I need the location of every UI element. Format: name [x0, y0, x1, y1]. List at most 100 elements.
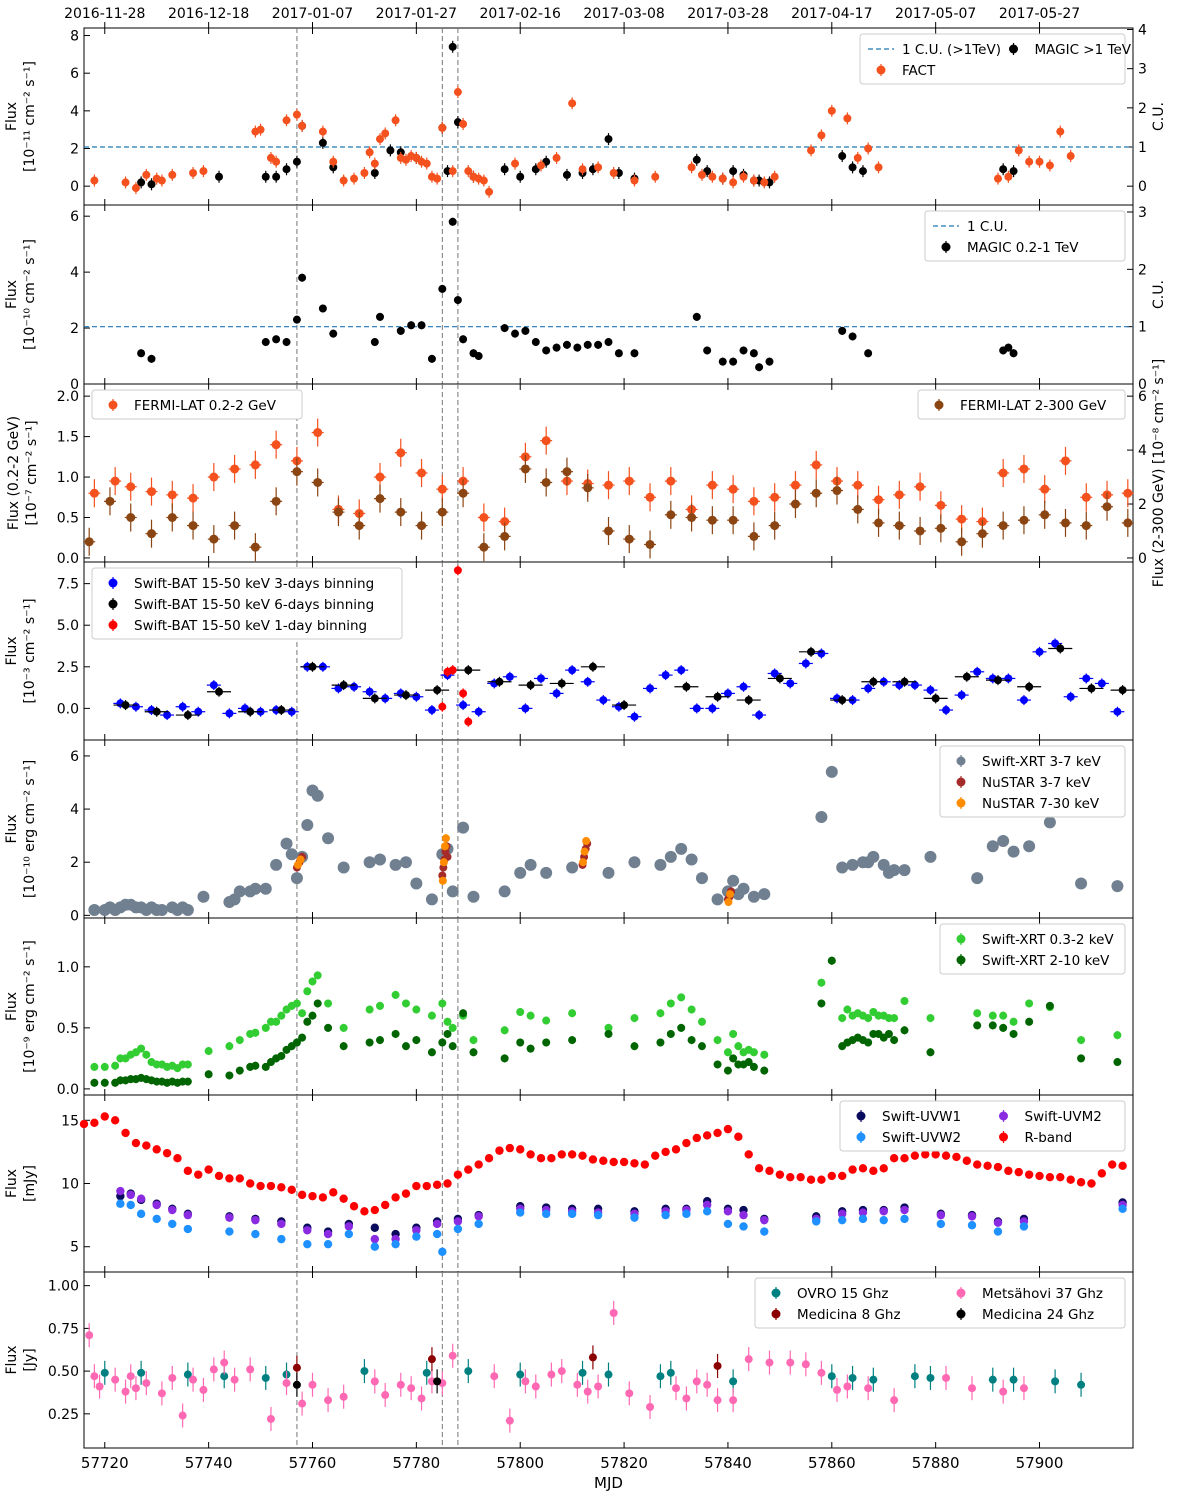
data-point: [376, 135, 385, 144]
data-point: [339, 681, 348, 690]
data-point: [661, 1210, 670, 1220]
data-point: [702, 1207, 712, 1216]
data-point: [88, 904, 101, 917]
data-point: [313, 477, 323, 487]
data-point: [749, 349, 758, 358]
data-point: [256, 125, 265, 134]
data-point: [246, 707, 255, 716]
data-point: [838, 326, 847, 335]
data-point: [432, 1229, 442, 1239]
data-point: [147, 354, 156, 363]
data-point: [131, 1384, 140, 1393]
data-point: [737, 882, 750, 895]
y-tick-label: 1.0: [57, 960, 79, 976]
data-point: [838, 152, 847, 161]
data-point: [869, 1166, 878, 1176]
data-point: [142, 1141, 151, 1150]
y-tick-label: 0.25: [48, 1407, 79, 1423]
data-point: [410, 877, 423, 890]
data-point: [100, 1078, 109, 1087]
data-point: [692, 155, 701, 164]
data-point: [500, 531, 510, 541]
data-point: [973, 1009, 982, 1018]
data-point: [869, 677, 878, 686]
data-point: [630, 1213, 639, 1222]
data-point: [370, 1377, 379, 1386]
data-point: [292, 110, 301, 119]
data-point: [541, 436, 551, 446]
data-point: [467, 890, 480, 903]
data-point: [838, 696, 847, 705]
data-point: [864, 684, 873, 693]
right-y-tick-label: 0: [1138, 377, 1147, 393]
data-point: [95, 1382, 104, 1391]
data-point: [599, 696, 608, 705]
data-point: [815, 811, 828, 824]
data-point: [656, 1372, 665, 1381]
data-point: [765, 1358, 774, 1367]
legend-swatch: [856, 1132, 866, 1142]
data-point: [999, 165, 1008, 174]
y-tick-label: 0.0: [57, 701, 79, 717]
data-point: [90, 1372, 99, 1381]
data-point: [204, 1047, 213, 1056]
data-point: [136, 1194, 146, 1203]
data-point: [609, 168, 618, 177]
data-point: [1076, 1178, 1086, 1187]
data-point: [453, 88, 462, 97]
data-point: [760, 1066, 769, 1075]
data-point: [199, 167, 208, 176]
data-point: [401, 1189, 411, 1198]
data-point: [168, 1205, 177, 1215]
x-tick-label: 57800: [496, 1454, 544, 1472]
data-point: [723, 1048, 732, 1057]
data-point: [973, 1021, 982, 1030]
legend-swatch: [108, 620, 118, 630]
legend-box: [91, 567, 403, 640]
x-tick-label: 57860: [808, 1454, 856, 1472]
data-point: [427, 354, 436, 363]
data-point: [266, 1181, 276, 1191]
data-point: [245, 1179, 255, 1188]
y-axis-label: Flux [mJy]: [4, 1165, 38, 1202]
data-point: [412, 692, 421, 701]
data-point: [90, 1118, 99, 1128]
data-point: [848, 1373, 857, 1382]
data-point: [728, 484, 738, 494]
data-point: [993, 1162, 1003, 1172]
data-point: [739, 682, 748, 691]
data-point: [1024, 1170, 1034, 1179]
data-point: [541, 1209, 551, 1219]
data-point: [645, 492, 655, 502]
x-tick-label: 57840: [704, 1454, 752, 1472]
legend-label: Swift-BAT 15-50 keV 1-day binning: [134, 618, 367, 634]
data-point: [697, 1042, 706, 1051]
data-point: [1118, 686, 1127, 695]
data-point: [339, 176, 348, 185]
data-point: [921, 1150, 930, 1159]
data-point: [656, 1038, 665, 1047]
y-tick-label: 1.5: [57, 430, 79, 446]
data-point: [311, 789, 324, 802]
data-point: [723, 1124, 733, 1134]
data-point: [1087, 684, 1096, 693]
data-point: [349, 1202, 359, 1211]
data-point: [754, 1164, 764, 1173]
data-point: [282, 165, 291, 174]
data-point: [261, 338, 270, 347]
legend: Swift-BAT 15-50 keV 3-days binning Swift-…: [91, 567, 403, 640]
right-y-tick-label: 4: [1138, 23, 1147, 39]
data-point: [540, 866, 553, 879]
data-point: [661, 1147, 670, 1157]
data-point: [1043, 816, 1056, 829]
data-point: [864, 1014, 873, 1023]
data-point: [396, 448, 406, 458]
data-point: [567, 1150, 577, 1159]
data-point: [199, 1385, 208, 1394]
data-point: [573, 1380, 582, 1389]
data-point: [110, 1116, 120, 1125]
series-swift-bat-15-50-kev-6-days-binning: [113, 643, 1135, 721]
data-point: [1009, 349, 1018, 358]
data-point: [399, 856, 412, 869]
data-point: [438, 876, 447, 885]
